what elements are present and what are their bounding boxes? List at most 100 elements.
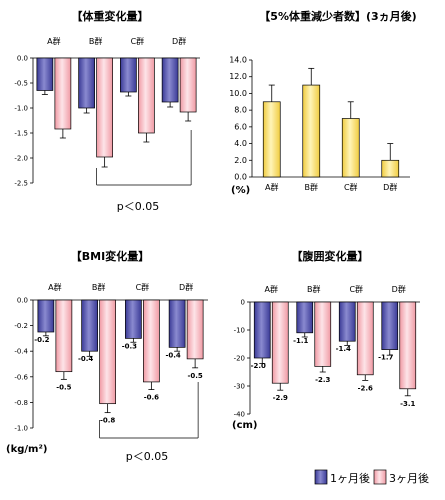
chart3-bar (125, 299, 142, 339)
chart4-bar (314, 301, 332, 367)
chart3-ytick-label: -0.4 (14, 348, 28, 356)
chart4-ylabel: (cm) (232, 420, 258, 431)
legend-swatch-3month (373, 469, 387, 485)
chart4-ytick-label: 0 (241, 299, 245, 307)
legend-label-1month: 1ヶ月後 (330, 471, 370, 485)
chart4-category-label: A群 (265, 284, 278, 294)
chart3-bar (168, 299, 186, 348)
chart2-ytick-label: 0.0 (234, 173, 247, 182)
chart3-data-label: -0.4 (165, 351, 180, 359)
chart3-ytick-label: 0.0 (17, 297, 28, 305)
chart1-ytick-label: -2.0 (14, 155, 28, 163)
chart4-category-label: B群 (307, 284, 321, 294)
chart4-bar (399, 301, 417, 390)
chart2-ytick-label: 14.0 (229, 56, 247, 65)
chart1-bar (96, 57, 113, 158)
chart3-ytick-label: -1.0 (14, 425, 28, 433)
chart4-ytick-label: -20 (234, 355, 245, 363)
chart4-category-label: C群 (349, 284, 363, 294)
chart1-category-label: D群 (172, 36, 186, 46)
chart3-data-label: -0.6 (144, 394, 159, 402)
chart2-ytick-label: 2.0 (234, 156, 247, 165)
chart2-ytick-label: 6.0 (234, 122, 247, 131)
chart3-data-label: -0.5 (187, 372, 202, 380)
chart2-category-label: B群 (305, 182, 319, 192)
chart1-ytick-label: -1.0 (14, 105, 28, 113)
chart3-ytick-label: -0.2 (14, 322, 28, 330)
chart1-bar (120, 57, 137, 93)
chart3-category-label: C群 (136, 282, 150, 292)
chart3-ytick-label: -0.8 (14, 399, 28, 407)
chart4-data-label: -1.7 (378, 354, 393, 362)
chart4-data-label: -2.0 (251, 362, 266, 370)
chart4-bar (253, 301, 271, 359)
chart3-data-label: -0.4 (78, 355, 93, 363)
chart3-data-label: -0.3 (122, 342, 137, 350)
chart3-category-label: B群 (92, 282, 106, 292)
chart1-bar (54, 57, 72, 130)
chart3-data-label: -0.8 (100, 417, 115, 425)
chart3-annotation: p＜0.05 (126, 450, 168, 463)
chart2-ylabel: (%) (231, 185, 250, 196)
chart1-bar (78, 57, 95, 109)
chart1-ytick-label: -0.5 (14, 80, 28, 88)
chart4-bar (356, 301, 374, 376)
chart1-title: 【体重変化量】 (72, 9, 149, 23)
chart3-bar (81, 299, 98, 352)
legend-label-3month: 3ヶ月後 (389, 471, 429, 485)
chart4-bar (296, 301, 314, 334)
chart1-bar (36, 57, 54, 91)
chart2-bar (302, 84, 321, 178)
chart1-category-label: B群 (89, 36, 103, 46)
chart1-category-label: A群 (47, 36, 60, 46)
chart1-ytick-label: -1.5 (14, 130, 28, 138)
chart3-bar (186, 299, 204, 360)
chart4-data-label: -2.9 (273, 394, 288, 402)
chart4-data-label: -2.3 (315, 376, 330, 384)
chart4-bar (338, 301, 356, 342)
legend: 1ヶ月後 3ヶ月後 (314, 469, 429, 485)
chart3-ytick-label: -0.6 (14, 373, 28, 381)
chart4-bar (381, 301, 399, 350)
chart2-ytick-label: 8.0 (234, 106, 247, 115)
chart1-annotation: p＜0.05 (117, 200, 159, 213)
chart2-bar (262, 101, 281, 178)
chart1-ytick-label: -2.5 (14, 180, 28, 188)
chart3-category-label: A群 (48, 282, 61, 292)
chart3-bar (37, 299, 55, 333)
chart1-bar (179, 57, 197, 113)
chart4-data-label: -1.1 (293, 337, 308, 345)
chart2-bar (381, 159, 400, 178)
chart4-ytick-label: -30 (234, 383, 245, 391)
chart2-title: 【5%体重減少者数】(3ヵ月後) (259, 9, 416, 23)
chart3-category-label: D群 (179, 282, 193, 292)
chart-marks: 0.0 -0.5 -1.0 -1.5 -2.0 -2.5 A群 B群 C群 D群 0.0 2.0 4.0… (14, 36, 420, 439)
chart3-data-label: -0.5 (56, 383, 71, 391)
chart3-bar (99, 299, 116, 405)
chart3-data-label: -0.2 (34, 336, 49, 344)
chart4-data-label: -3.1 (400, 400, 415, 408)
chart2-ytick-label: 12.0 (229, 72, 247, 81)
chart3-bar (143, 299, 160, 383)
chart1-bar (161, 57, 179, 103)
chart2-category-label: D群 (383, 182, 397, 192)
chart4-data-label: -2.6 (358, 384, 373, 392)
chart2-ytick-label: 10.0 (229, 89, 247, 98)
chart4-title: 【腹囲変化量】 (292, 249, 369, 263)
chart1-ytick-label: 0.0 (17, 55, 28, 63)
chart3-bar (55, 299, 73, 373)
chart4-bar (271, 301, 289, 384)
chart1-bar (138, 57, 155, 134)
legend-swatch-1month (314, 469, 328, 485)
chart3-title: 【BMI変化量】 (71, 249, 149, 263)
chart1-category-label: C群 (131, 36, 145, 46)
chart4-ytick-label: -40 (234, 411, 245, 419)
chart4-ytick-label: -10 (234, 327, 245, 335)
chart4-data-label: -1.4 (336, 345, 351, 353)
chart2-category-label: A群 (265, 182, 278, 192)
chart2-ytick-label: 4.0 (234, 139, 247, 148)
chart2-category-label: C群 (344, 182, 358, 192)
chart3-ylabel: (kg/m²) (6, 444, 47, 455)
chart4-category-label: D群 (392, 284, 406, 294)
